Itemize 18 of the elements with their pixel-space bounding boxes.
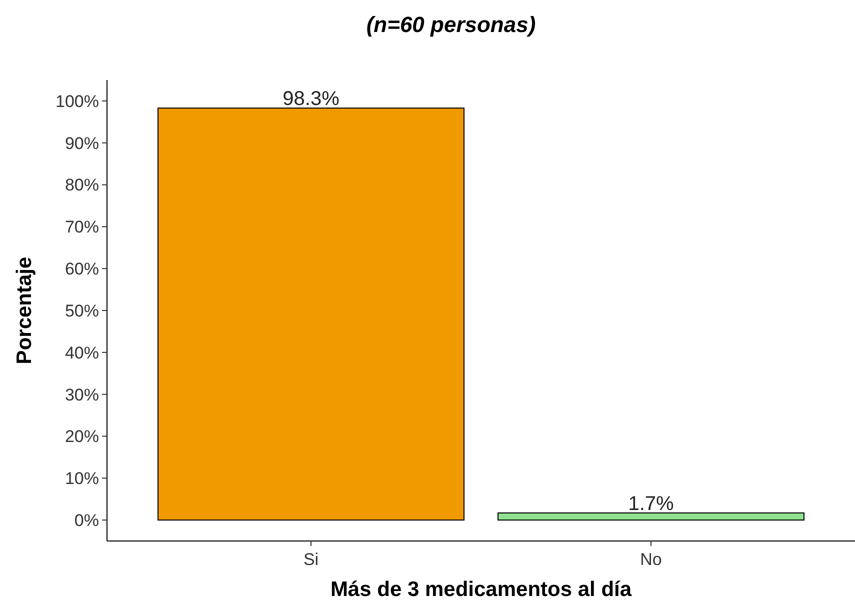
x-tick-label: Si [303, 550, 319, 569]
y-tick-label: 90% [64, 134, 99, 153]
y-tick-label: 0% [74, 510, 99, 530]
y-tick-label: 60% [64, 260, 99, 279]
y-tick-label: 70% [64, 218, 99, 237]
x-axis-title: Más de 3 medicamentos al día [330, 578, 632, 601]
y-tick-label: 30% [64, 385, 99, 404]
y-tick-label: 10% [64, 469, 99, 488]
y-tick-label: 20% [64, 427, 99, 446]
chart-title: (n=60 personas) [366, 12, 536, 37]
y-tick-label: 100% [56, 92, 99, 111]
y-tick-label: 80% [64, 176, 99, 195]
y-tick-label: 50% [64, 301, 99, 320]
x-tick-label: No [640, 550, 662, 569]
data-label: 1.7% [628, 492, 674, 515]
y-axis-title: Porcentaje [13, 256, 36, 364]
data-label: 98.3% [282, 88, 340, 110]
y-tick-label: 40% [64, 343, 99, 362]
